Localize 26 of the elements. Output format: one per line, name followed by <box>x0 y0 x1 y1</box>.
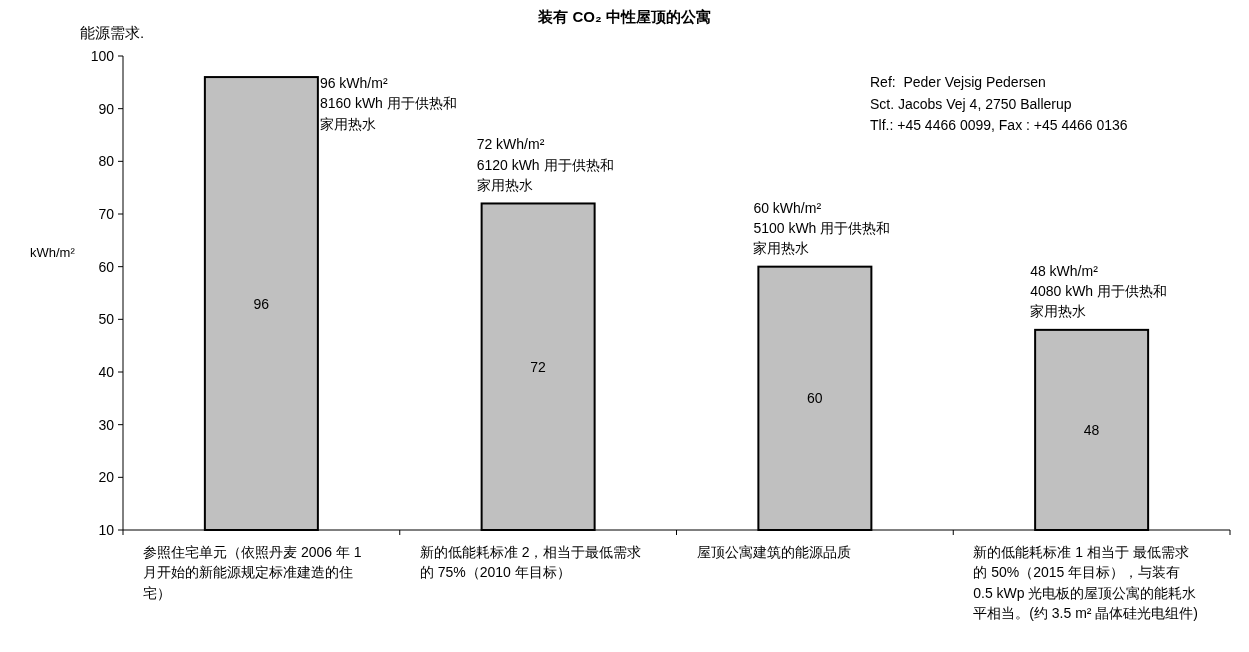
annotation: 48 kWh/m² 4080 kWh 用于供热和家用热水 <box>1030 261 1169 322</box>
data-label: 72 <box>530 358 547 375</box>
y-tick-label: 90 <box>98 100 115 117</box>
y-tick-label: 70 <box>98 206 115 222</box>
data-label: 96 <box>253 295 270 312</box>
y-tick-label: 30 <box>98 416 115 433</box>
y-tick-label: 60 <box>98 258 115 275</box>
x-tick-label: 新的低能耗标准 2，相当于最低需求的 75%（2010 年目标） <box>419 543 643 583</box>
chart-subtitle: 能源需求. <box>80 23 145 43</box>
y-tick-label: 40 <box>98 364 115 380</box>
annotation: 60 kWh/m² 5100 kWh 用于供热和家用热水 <box>753 198 892 259</box>
chart-title: 装有 CO₂ 中性屋顶的公寓 <box>538 8 711 25</box>
data-label: 48 <box>1083 421 1100 438</box>
y-tick-label: 20 <box>98 469 115 486</box>
y-tick-label: 100 <box>90 48 115 64</box>
x-tick-label: 屋顶公寓建筑的能源品质 <box>696 543 852 562</box>
y-tick-label: 80 <box>98 153 115 170</box>
annotation: 96 kWh/m² 8160 kWh 用于供热和家用热水 <box>319 74 458 134</box>
annotation: Ref: Peder Vejsig Pedersen Sct. Jacobs Vej 4, 2750 Ballerup Tlf.: +45 4466 0099, Fax : +45 4466 0136 <box>870 73 1129 136</box>
y-axis-title: kWh/m² <box>30 244 75 262</box>
data-label: 60 <box>807 390 823 407</box>
annotation: 72 kWh/m² 6120 kWh 用于供热和家用热水 <box>476 135 615 196</box>
x-tick-label: 新的低能耗标准 1 相当于 最低需求的 50%（2015 年目标），与装有 0.5 kWp 光电板的屋顶公寓的能耗水平相当。(约 3.5 m² 晶体硅光电组件) <box>973 543 1200 623</box>
x-tick-label: 参照住宅单元（依照丹麦 2006 年 1 月开始的新能源规定标准建造的住宅） <box>143 543 363 603</box>
y-tick-label: 10 <box>98 522 115 538</box>
y-tick-label: 50 <box>98 311 115 328</box>
